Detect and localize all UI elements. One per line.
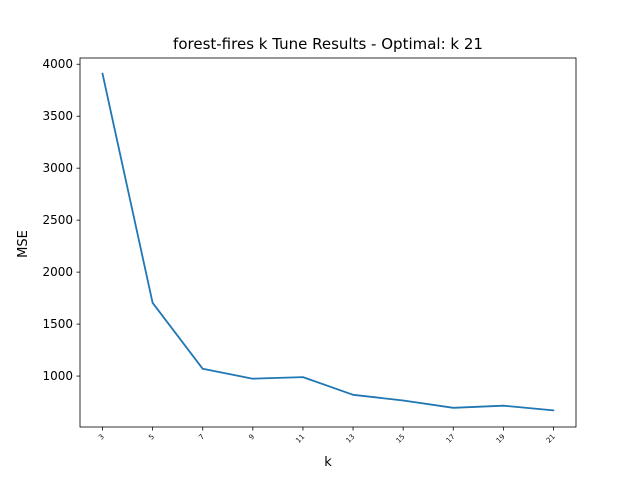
x-tick-label: 11 — [294, 433, 306, 445]
x-tick-label: 9 — [247, 433, 256, 442]
y-tick-label: 2500 — [42, 213, 73, 227]
y-tick-label: 4000 — [42, 57, 73, 71]
y-tick-label: 2000 — [42, 265, 73, 279]
x-tick-label: 13 — [344, 433, 356, 445]
x-axis-label: k — [324, 455, 332, 470]
x-tick-label: 3 — [97, 433, 106, 442]
y-tick-label: 3000 — [42, 161, 73, 175]
chart-title: forest-fires k Tune Results - Optimal: k… — [173, 35, 483, 53]
plot-frame — [79, 57, 577, 428]
plot-area: 1000 1500 2000 2500 3000 3500 4000 3 5 7 9 11 13 15 17… — [42, 57, 577, 445]
x-tick-label: 7 — [197, 433, 206, 442]
x-tick-label: 15 — [395, 433, 407, 445]
y-tick-label: 3500 — [42, 109, 73, 123]
x-tick-label: 5 — [147, 433, 156, 442]
x-tick-label: 19 — [495, 433, 507, 445]
y-axis-label: MSE — [16, 230, 31, 258]
series-line — [101, 72, 555, 412]
y-tick-label: 1000 — [42, 369, 73, 383]
y-tick-label: 1500 — [42, 317, 73, 331]
x-tick-label: 17 — [445, 433, 457, 445]
x-tick-label: 21 — [545, 433, 557, 445]
